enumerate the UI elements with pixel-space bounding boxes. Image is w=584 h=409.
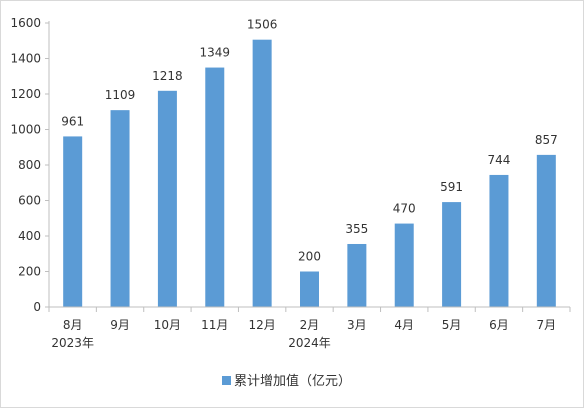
x-tick-label: 9月 xyxy=(110,318,130,332)
data-label: 1506 xyxy=(247,18,278,32)
bar xyxy=(63,136,83,307)
y-tick-label: 400 xyxy=(18,229,41,243)
x-tick-label: 6月 xyxy=(489,318,509,332)
bar xyxy=(157,90,177,308)
bars: 961 1109 1218 1349 1506 200 355 470 591 744 857 xyxy=(61,18,558,308)
bar xyxy=(110,110,130,307)
bar xyxy=(536,154,556,307)
data-label: 1109 xyxy=(105,88,136,102)
data-label: 857 xyxy=(535,133,558,147)
data-label: 200 xyxy=(298,250,321,264)
data-label: 470 xyxy=(393,202,416,216)
x-axis: 8月 2023年 9月 10月 11月 12月 2月 2024年 3月 4月 5月 6月 7月 xyxy=(48,306,571,350)
bar xyxy=(442,202,462,307)
data-label: 355 xyxy=(345,222,368,236)
x-tick-sublabel: 2023年 xyxy=(51,336,94,350)
x-tick-label: 12月 xyxy=(248,318,275,332)
y-tick-label: 0 xyxy=(33,300,41,314)
x-tick-label: 7月 xyxy=(536,318,556,332)
x-tick-label: 10月 xyxy=(154,318,181,332)
bar xyxy=(489,174,509,307)
y-tick-label: 1200 xyxy=(10,87,41,101)
y-tick-label: 1400 xyxy=(10,52,41,66)
data-label: 1349 xyxy=(199,46,230,60)
y-tick-label: 1000 xyxy=(10,123,41,137)
x-tick-label: 5月 xyxy=(442,318,462,332)
data-label: 961 xyxy=(61,114,84,128)
bar xyxy=(347,243,367,307)
y-tick-label: 800 xyxy=(18,158,41,172)
y-tick-label: 600 xyxy=(18,194,41,208)
bar xyxy=(252,39,272,308)
x-tick-label: 2月 xyxy=(300,318,320,332)
bar xyxy=(205,67,225,308)
legend-label: 累计增加值（亿元） xyxy=(234,373,351,389)
legend-swatch xyxy=(222,376,231,385)
x-tick-sublabel: 2024年 xyxy=(288,336,331,350)
x-tick-label: 4月 xyxy=(394,318,414,332)
legend: 累计增加值（亿元） xyxy=(222,373,351,389)
x-tick-label: 8月 xyxy=(63,318,83,332)
y-axis: 0 200 400 600 800 1000 1200 1400 1600 xyxy=(10,16,50,314)
y-tick-label: 200 xyxy=(18,265,41,279)
data-label: 744 xyxy=(488,153,511,167)
x-tick-label: 3月 xyxy=(347,318,367,332)
data-label: 591 xyxy=(440,180,463,194)
bar xyxy=(300,271,319,307)
bar xyxy=(394,223,414,307)
data-label: 1218 xyxy=(152,69,183,83)
y-tick-label: 1600 xyxy=(10,16,41,30)
x-tick-label: 11月 xyxy=(201,318,228,332)
